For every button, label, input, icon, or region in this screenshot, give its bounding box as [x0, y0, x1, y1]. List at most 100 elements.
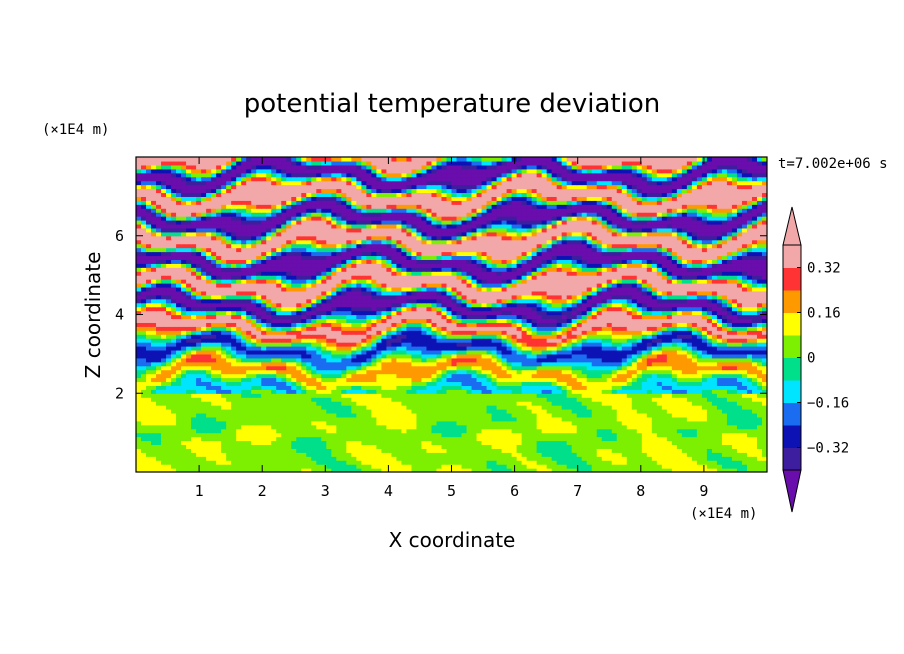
heatmap-cell	[341, 436, 347, 442]
heatmap-cell	[506, 440, 513, 446]
heatmap-cell	[686, 365, 693, 371]
heatmap-cell	[691, 338, 698, 343]
heatmap-cell	[476, 424, 483, 430]
heatmap-cell	[136, 405, 142, 410]
heatmap-cell	[726, 369, 733, 375]
heatmap-cell	[381, 353, 387, 359]
heatmap-cell	[196, 353, 202, 359]
heatmap-cell	[656, 361, 663, 367]
heatmap-cell	[681, 389, 688, 394]
heatmap-cell	[206, 440, 212, 446]
heatmap-cell	[721, 393, 728, 398]
heatmap-cell	[151, 401, 157, 406]
heatmap-cell	[206, 322, 212, 327]
heatmap-cell	[716, 432, 723, 438]
heatmap-cell	[756, 334, 763, 339]
heatmap-cell	[356, 393, 362, 398]
heatmap-cell	[651, 365, 658, 371]
heatmap-cell	[556, 342, 563, 347]
heatmap-cell	[441, 346, 448, 351]
heatmap-cell	[166, 385, 172, 390]
heatmap-cell	[346, 385, 352, 390]
heatmap-cell	[261, 464, 267, 469]
heatmap-cell	[186, 361, 192, 367]
heatmap-cell	[261, 416, 267, 422]
heatmap-cell	[401, 456, 408, 461]
heatmap-cell	[681, 432, 688, 438]
heatmap-cell	[511, 346, 518, 351]
heatmap-cell	[186, 424, 192, 430]
heatmap-cell	[611, 428, 618, 434]
heatmap-cell	[651, 389, 658, 394]
heatmap-cell	[271, 393, 277, 398]
heatmap-cell	[296, 440, 302, 446]
heatmap-cell	[491, 389, 498, 394]
heatmap-cell	[716, 420, 723, 426]
heatmap-cell	[586, 377, 593, 383]
heatmap-cell	[636, 444, 643, 449]
heatmap-cell	[571, 385, 578, 390]
heatmap-cell	[341, 369, 347, 375]
heatmap-cell	[731, 405, 738, 410]
heatmap-cell	[271, 357, 277, 363]
heatmap-cell	[321, 361, 327, 367]
heatmap-cell	[451, 452, 458, 457]
heatmap-cell	[716, 330, 723, 335]
heatmap-cell	[226, 377, 232, 383]
heatmap-cell	[691, 405, 698, 410]
heatmap-cell	[281, 326, 287, 331]
heatmap-cell	[596, 389, 603, 394]
heatmap-cell	[471, 393, 478, 398]
heatmap-cell	[341, 424, 347, 430]
heatmap-cell	[491, 334, 498, 339]
heatmap-cell	[246, 452, 252, 457]
heatmap-cell	[671, 420, 678, 426]
heatmap-cell	[621, 432, 628, 438]
heatmap-cell	[291, 381, 297, 386]
heatmap-cell	[551, 318, 558, 323]
heatmap-cell	[156, 464, 162, 469]
heatmap-cell	[156, 444, 162, 449]
heatmap-cell	[491, 330, 498, 335]
heatmap-cell	[506, 349, 513, 355]
heatmap-cell	[201, 444, 207, 449]
heatmap-cell	[341, 314, 347, 320]
heatmap-cell	[236, 330, 242, 335]
heatmap-cell	[751, 468, 758, 472]
heatmap-cell	[246, 381, 252, 386]
heatmap-cell	[706, 428, 713, 434]
heatmap-cell	[521, 460, 528, 465]
heatmap-cell	[361, 460, 367, 465]
heatmap-cell	[196, 412, 202, 418]
heatmap-cell	[491, 436, 498, 442]
heatmap-cell	[221, 464, 227, 469]
heatmap-cell	[376, 397, 382, 402]
heatmap-cell	[381, 412, 387, 418]
heatmap-cell	[181, 409, 187, 414]
heatmap-cell	[636, 385, 643, 390]
heatmap-cell	[291, 405, 297, 410]
heatmap-cell	[596, 464, 603, 469]
heatmap-cell	[406, 412, 413, 418]
heatmap-cell	[516, 365, 523, 371]
heatmap-cell	[536, 412, 543, 418]
heatmap-cell	[391, 440, 398, 446]
heatmap-cell	[306, 420, 312, 426]
heatmap-cell	[716, 326, 723, 331]
heatmap-cell	[576, 444, 583, 449]
heatmap-cell	[521, 448, 528, 453]
heatmap-cell	[536, 365, 543, 371]
heatmap-cell	[736, 393, 743, 398]
heatmap-cell	[256, 448, 262, 453]
heatmap-cell	[531, 464, 538, 469]
heatmap-cell	[346, 381, 352, 386]
heatmap-cell	[591, 405, 598, 410]
heatmap-cell	[731, 318, 738, 323]
heatmap-cell	[506, 428, 513, 434]
heatmap-cell	[331, 401, 337, 406]
heatmap-cell	[646, 369, 653, 375]
heatmap-cell	[511, 401, 518, 406]
heatmap-cell	[431, 428, 438, 434]
heatmap-cell	[396, 373, 403, 379]
heatmap-cell	[536, 444, 543, 449]
